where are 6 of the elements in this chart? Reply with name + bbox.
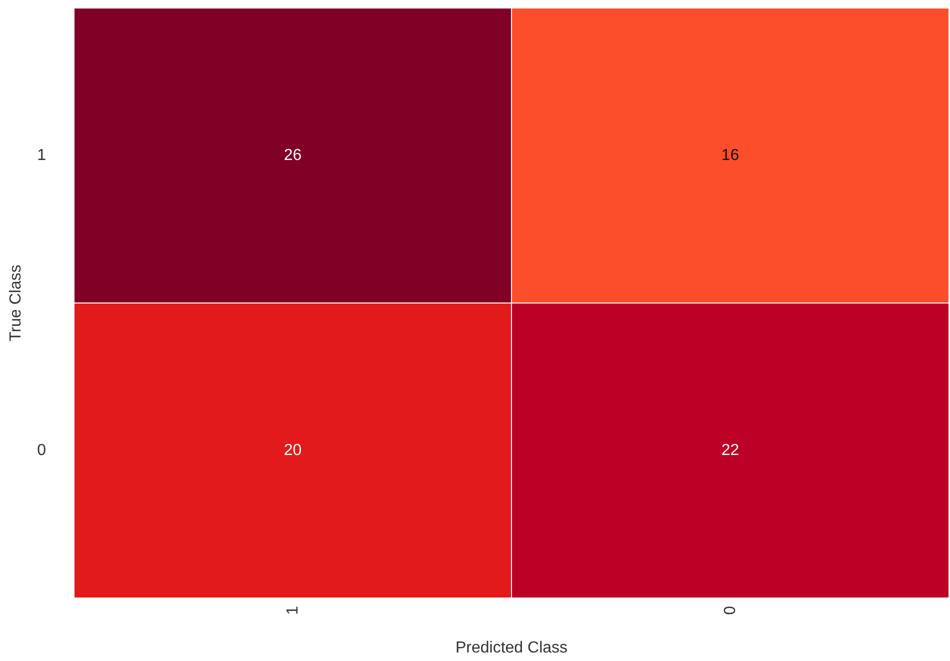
data-label: 20 <box>284 442 302 459</box>
data-label: 16 <box>721 147 740 164</box>
data-label: 22 <box>721 442 740 459</box>
data-label: 26 <box>284 147 302 164</box>
y-axis-title: True Class <box>8 264 24 342</box>
x-axis-title: Predicted Class <box>455 640 568 656</box>
